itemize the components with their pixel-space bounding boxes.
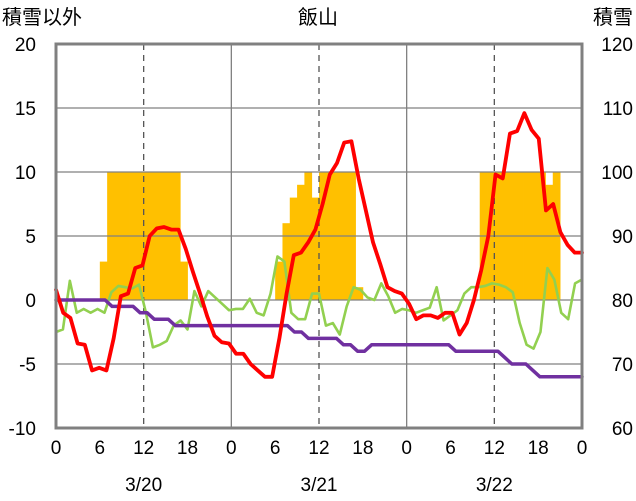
chart-title: 飯山 [298, 6, 338, 29]
x-tick-label: 18 [528, 438, 549, 459]
left-tick-label: -5 [19, 355, 36, 376]
grid [56, 44, 582, 428]
right-tick-label: 60 [612, 419, 633, 440]
x-tick-label: 12 [308, 438, 329, 459]
right-tick-label: 100 [601, 163, 633, 184]
right-axis-title: 積雪 [593, 6, 633, 29]
x-tick-label: 0 [401, 438, 412, 459]
x-tick-label: 0 [51, 438, 62, 459]
left-tick-label: -10 [9, 419, 36, 440]
left-tick-label: 20 [15, 35, 36, 56]
day-label: 3/22 [476, 475, 513, 496]
left-tick-label: 5 [25, 227, 36, 248]
left-tick-label: 0 [25, 291, 36, 312]
temperature-line [54, 111, 584, 379]
left-tick-label: 15 [15, 99, 36, 120]
snow-depth-line [54, 298, 584, 379]
left-tick-label: 10 [15, 163, 36, 184]
x-tick-label: 6 [270, 438, 281, 459]
x-tick-label: 12 [133, 438, 154, 459]
snowfall-bar [289, 197, 298, 300]
snowfall-bar [297, 184, 305, 300]
series-lines [54, 111, 584, 379]
x-tick-label: 6 [95, 438, 106, 459]
right-tick-label: 110 [603, 99, 633, 120]
x-tick-label: 0 [226, 438, 237, 459]
plot-frame [54, 42, 584, 430]
x-tick-label: 12 [484, 438, 505, 459]
left-axis-title: 積雪以外 [2, 6, 82, 29]
x-tick-label: 18 [352, 438, 373, 459]
snowfall-bar [275, 261, 283, 300]
axis-labels: 積雪以外 飯山 積雪 [2, 6, 633, 29]
day-label: 3/21 [301, 475, 338, 496]
right-tick-label: 80 [612, 291, 633, 312]
x-tick-label: 6 [445, 438, 456, 459]
green-series-line [54, 255, 584, 350]
x-tick-label: 0 [577, 438, 588, 459]
right-tick-label: 120 [601, 35, 633, 56]
snowfall-bar [355, 287, 364, 300]
snowfall-bar [282, 223, 291, 300]
right-tick-label: 90 [612, 227, 633, 248]
snowfall-bar [311, 197, 320, 300]
snowfall-bar [180, 261, 188, 300]
snowfall-bar [99, 261, 108, 300]
right-tick-label: 70 [612, 355, 633, 376]
x-tick-label: 18 [177, 438, 198, 459]
snowfall-bar [545, 184, 554, 300]
day-label: 3/20 [125, 475, 162, 496]
